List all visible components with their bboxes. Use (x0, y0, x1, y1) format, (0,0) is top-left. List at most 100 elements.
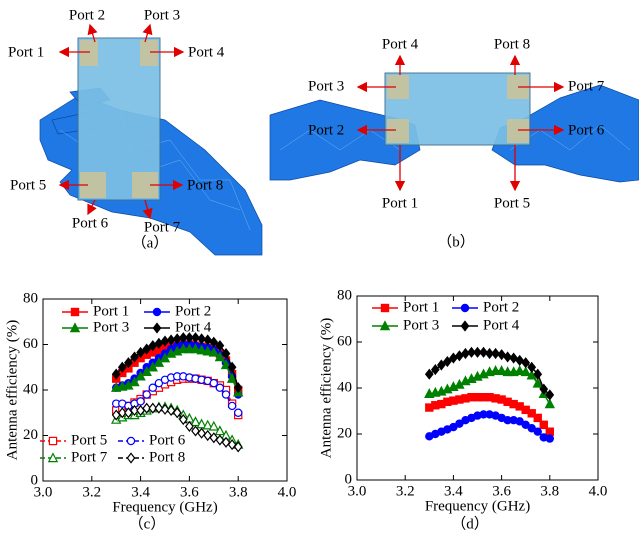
marker (126, 452, 136, 464)
port-label: Port 5 (10, 177, 46, 193)
marker (148, 402, 158, 414)
antenna (387, 119, 409, 143)
antenna (387, 75, 409, 99)
legend-label: Port 6 (149, 432, 186, 448)
marker (209, 336, 219, 348)
marker (379, 320, 391, 331)
port-label: Port 5 (494, 195, 530, 211)
marker (202, 345, 213, 356)
marker (496, 365, 507, 375)
marker (152, 307, 162, 317)
port-label: Port 4 (188, 44, 225, 60)
marker (215, 434, 225, 446)
marker (490, 365, 501, 375)
marker (226, 372, 238, 383)
marker (436, 359, 446, 371)
marker (455, 419, 464, 428)
hand (491, 84, 639, 183)
y-tick-label: 20 (337, 425, 352, 441)
y-tick-label: 80 (23, 290, 38, 306)
x-tick-label: 3.6 (180, 484, 199, 500)
marker (460, 320, 470, 332)
y-tick-label: 0 (31, 472, 39, 488)
marker (117, 361, 127, 373)
marker (527, 424, 536, 433)
marker (544, 398, 555, 409)
marker (515, 354, 525, 366)
plot-frame (356, 295, 599, 481)
marker (520, 366, 531, 377)
marker (545, 427, 555, 436)
port-label: Port 8 (494, 36, 530, 52)
legend-label: Port 5 (71, 432, 107, 448)
marker (191, 332, 200, 344)
marker (117, 407, 127, 419)
chart: 3.0 3.2 3.4 3.6 3.8 4.0 0 20 40 60 80 Frequency (GH… (4, 290, 296, 532)
marker (460, 303, 470, 313)
marker (485, 347, 494, 360)
marker (514, 365, 525, 375)
marker (467, 346, 476, 358)
marker (227, 401, 237, 411)
marker (178, 414, 188, 426)
x-tick-label: 3.2 (82, 484, 101, 500)
marker (509, 352, 519, 364)
marker (152, 322, 162, 334)
marker (130, 351, 139, 363)
marker (166, 404, 176, 417)
y-tick-label: 60 (23, 336, 38, 352)
marker (443, 355, 452, 368)
marker (197, 333, 206, 345)
marker (190, 343, 201, 354)
hand (269, 99, 421, 181)
marker (449, 422, 458, 432)
x-tick-label: 3.8 (540, 483, 559, 499)
caption: （c） (129, 515, 166, 532)
port-label: Port 4 (382, 36, 419, 52)
x-tick-label: 3.4 (444, 483, 463, 499)
marker (227, 439, 237, 451)
y-tick-label: 20 (23, 427, 38, 443)
port-arrow (142, 23, 153, 43)
marker (69, 322, 81, 333)
marker (111, 368, 121, 380)
port-label: Port 6 (568, 122, 605, 138)
marker (533, 427, 542, 436)
marker (526, 369, 537, 380)
marker (215, 340, 225, 352)
marker (380, 303, 390, 313)
marker (148, 383, 157, 392)
panel-b-illustration: （b） (269, 72, 639, 250)
marker (533, 368, 543, 380)
marker (197, 427, 206, 439)
port-label: Port 1 (382, 195, 418, 211)
marker (491, 347, 500, 360)
caption: （d） (451, 515, 489, 532)
marker (185, 332, 194, 344)
x-tick-label: 3.8 (229, 484, 248, 500)
marker (502, 366, 513, 377)
marker (185, 420, 194, 432)
marker (130, 404, 139, 417)
marker (154, 402, 164, 414)
port-label: Port 3 (144, 7, 180, 23)
marker (178, 332, 188, 344)
marker (172, 407, 182, 419)
x-tick-label: 4.0 (278, 484, 297, 500)
marker (142, 402, 152, 414)
marker (515, 417, 524, 426)
marker (126, 436, 136, 446)
port-label: Port 7 (568, 78, 605, 94)
x-tick-label: 3.0 (348, 483, 367, 499)
legend-label: Port 4 (175, 319, 212, 335)
legend-label: Port 8 (149, 449, 185, 465)
marker (48, 436, 58, 446)
port-label: Port 2 (308, 122, 344, 138)
marker (208, 420, 219, 431)
panel-a-illustration: （a） (39, 37, 263, 256)
marker (233, 382, 243, 394)
port-arrow (87, 23, 98, 43)
port-arrow (142, 199, 153, 220)
legend-label: Port 3 (403, 317, 439, 333)
marker (545, 389, 555, 401)
